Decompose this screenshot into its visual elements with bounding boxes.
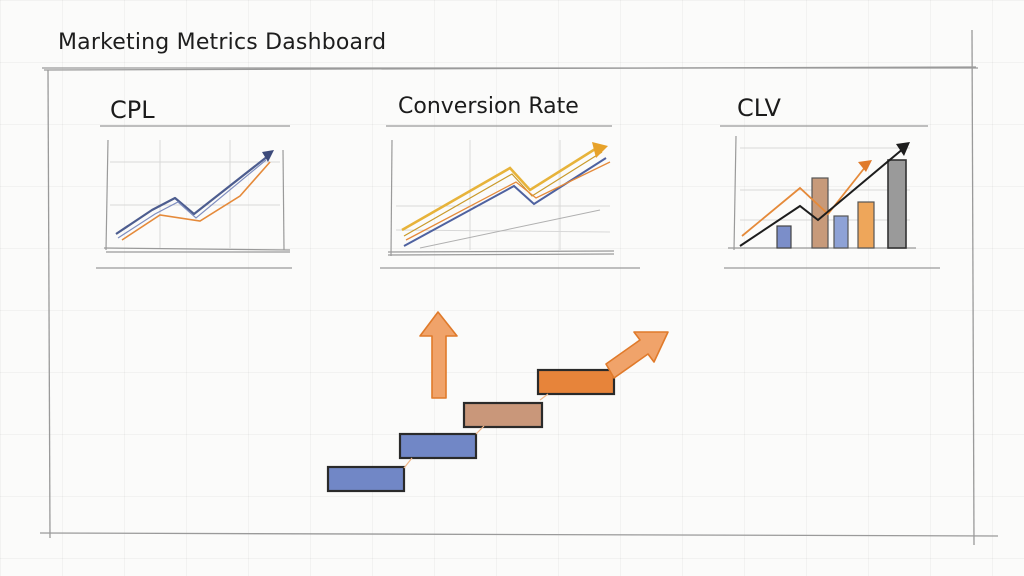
ascending-steps-icon [326, 368, 616, 493]
conversion-trend-grey [419, 209, 601, 249]
conversion-arrowhead [592, 142, 608, 158]
cpl-line-blue-2 [117, 159, 267, 239]
outer-frame [39, 29, 999, 546]
clv-line-black [739, 147, 905, 247]
page-title: Marketing Metrics Dashboard [58, 30, 387, 55]
panel-title-conversion-rate: Conversion Rate [398, 94, 579, 119]
clv-arrowhead-orange [858, 160, 872, 172]
panel-title-clv: CLV [737, 94, 781, 122]
up-arrow-icon [419, 311, 458, 399]
clv-chart [720, 125, 940, 269]
conversion-rate-chart [380, 125, 640, 269]
step-1 [326, 465, 406, 493]
conversion-line-gold [401, 144, 601, 232]
step-4 [536, 368, 616, 396]
conversion-line-orange [405, 161, 611, 241]
cpl-chart [96, 125, 292, 269]
clv-bar-1 [776, 225, 792, 249]
cpl-line-blue [115, 155, 269, 235]
diagonal-up-arrow-icon [605, 331, 669, 379]
cpl-frame [96, 125, 292, 269]
conversion-line-gold-2 [403, 151, 603, 237]
cpl-arrowhead [262, 150, 274, 162]
panel-title-cpl: CPL [110, 96, 155, 124]
step-connectors [403, 393, 549, 469]
clv-line-orange [741, 165, 867, 237]
step-2 [398, 432, 478, 460]
clv-bar-3 [833, 215, 849, 249]
cpl-line-orange [121, 161, 271, 241]
clv-arrowhead-black [896, 142, 910, 156]
clv-bar-5 [887, 159, 907, 249]
step-3 [462, 401, 544, 429]
cpl-gridlines [110, 140, 280, 248]
conversion-frame [380, 125, 640, 269]
clv-bar-4 [857, 201, 875, 249]
